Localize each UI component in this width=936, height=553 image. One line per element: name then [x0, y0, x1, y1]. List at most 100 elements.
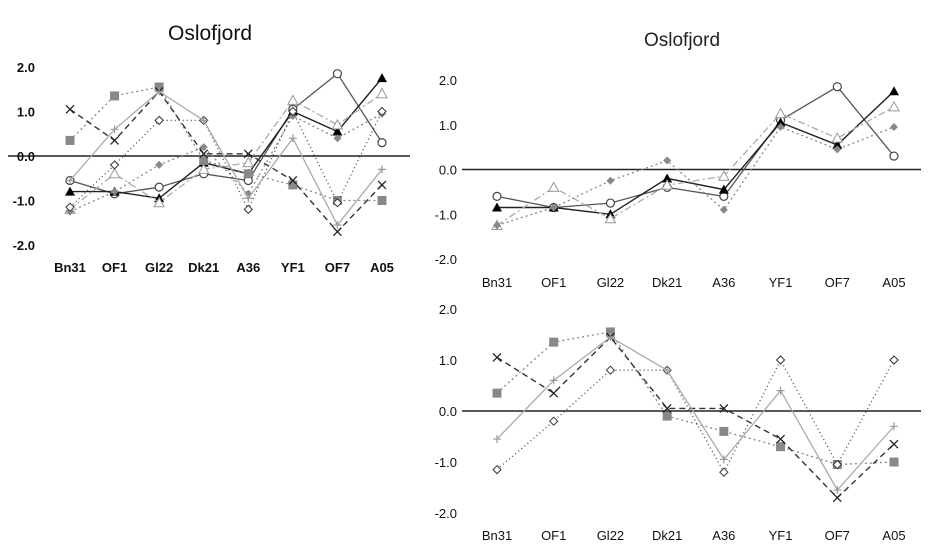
data-point	[662, 403, 672, 413]
y-tick-label: 2.0	[439, 73, 457, 88]
data-point	[605, 198, 616, 208]
data-point	[606, 176, 615, 185]
x-tick-label: Gl22	[597, 528, 624, 543]
y-tick-label: -2.0	[435, 506, 457, 521]
data-point	[492, 191, 502, 201]
series-plus	[493, 333, 898, 495]
x-tick-label: OF7	[825, 528, 850, 543]
y-tick-label: 0.0	[17, 149, 35, 164]
data-point	[832, 459, 842, 470]
data-point	[719, 467, 729, 477]
data-point	[197, 163, 210, 174]
data-point	[776, 442, 786, 452]
data-point	[493, 221, 501, 230]
data-point	[65, 135, 75, 145]
data-point	[549, 388, 559, 398]
data-point	[377, 73, 387, 83]
data-point	[775, 355, 786, 365]
data-point	[154, 115, 164, 126]
series-line	[496, 336, 895, 499]
chart-title: Oslofjord	[644, 30, 720, 51]
data-point	[890, 122, 898, 131]
data-point	[719, 426, 729, 436]
chart-panel-1: Oslofjord 2.0 1.0 0.0 -1.0 -2.0 Bn31 OF1 Gl22 Dk2…	[8, 22, 410, 275]
x-tick-label: A36	[712, 275, 735, 290]
data-point	[606, 333, 615, 342]
series-square-filled	[65, 82, 387, 205]
data-point	[890, 422, 898, 431]
data-point	[288, 106, 298, 117]
data-point	[663, 366, 672, 375]
data-point	[155, 160, 164, 169]
data-point	[661, 179, 673, 190]
data-point	[332, 126, 343, 136]
y-tick-label: 0.0	[439, 404, 457, 419]
data-point	[242, 156, 255, 168]
series-triangle-open	[491, 100, 900, 230]
x-tick-label: Gl22	[145, 260, 173, 275]
data-point	[66, 176, 74, 185]
data-point	[889, 439, 899, 449]
data-point	[492, 388, 502, 398]
data-point	[833, 145, 842, 154]
x-tick-label: Bn31	[482, 275, 512, 290]
data-point	[333, 134, 342, 143]
data-point	[199, 155, 209, 165]
data-point	[605, 327, 615, 337]
data-point	[110, 135, 120, 145]
data-point	[832, 82, 842, 92]
series-line	[70, 77, 383, 200]
x-tick-label: OF7	[825, 275, 850, 290]
data-point	[776, 434, 786, 444]
data-point	[110, 91, 120, 101]
y-tick-label: -1.0	[435, 455, 457, 470]
data-point	[832, 139, 843, 149]
chart-panel-2: Oslofjord 2.0 1.0 0.0 -1.0 -2.0 Bn31 OF1 Gl22 Dk2…	[435, 30, 921, 290]
data-point	[199, 149, 209, 159]
data-point	[331, 118, 344, 130]
y-tick-label: -1.0	[13, 194, 35, 209]
data-point	[110, 125, 119, 134]
data-point	[831, 132, 844, 143]
series-line	[496, 85, 895, 209]
data-point	[719, 205, 728, 214]
data-point	[889, 151, 899, 161]
series-diamond-open	[65, 106, 387, 215]
series-line	[69, 90, 383, 233]
data-point	[718, 170, 730, 181]
data-point	[662, 411, 672, 421]
data-point	[288, 176, 298, 185]
data-point	[549, 376, 558, 385]
series-line	[69, 113, 383, 213]
series-x	[492, 332, 899, 503]
y-tick-label: -1.0	[435, 207, 457, 222]
y-tick-label: 0.0	[439, 163, 457, 178]
y-tick-label: 1.0	[439, 118, 457, 133]
data-point	[243, 149, 253, 159]
data-point	[109, 160, 120, 170]
data-point	[288, 134, 297, 143]
data-point	[65, 202, 75, 212]
data-point	[377, 196, 387, 205]
x-tick-label: A36	[236, 260, 260, 275]
x-tick-label: Bn31	[54, 260, 86, 275]
data-point	[287, 94, 299, 105]
chart-title: Oslofjord	[168, 22, 252, 45]
data-point	[549, 416, 559, 426]
data-point	[333, 220, 342, 229]
series-diamond-filled	[493, 122, 898, 230]
series-triangle-open	[64, 87, 388, 214]
series-line	[496, 336, 895, 492]
data-point	[888, 100, 900, 112]
series-line	[69, 93, 383, 210]
series-line	[69, 86, 382, 202]
data-point	[547, 181, 560, 192]
x-tick-label: YF1	[281, 260, 305, 275]
series-line	[496, 358, 895, 474]
data-point	[776, 122, 785, 131]
data-point	[774, 107, 787, 119]
series-line	[69, 109, 383, 211]
data-point	[155, 87, 164, 96]
data-point	[889, 457, 899, 467]
series-line	[69, 90, 383, 227]
